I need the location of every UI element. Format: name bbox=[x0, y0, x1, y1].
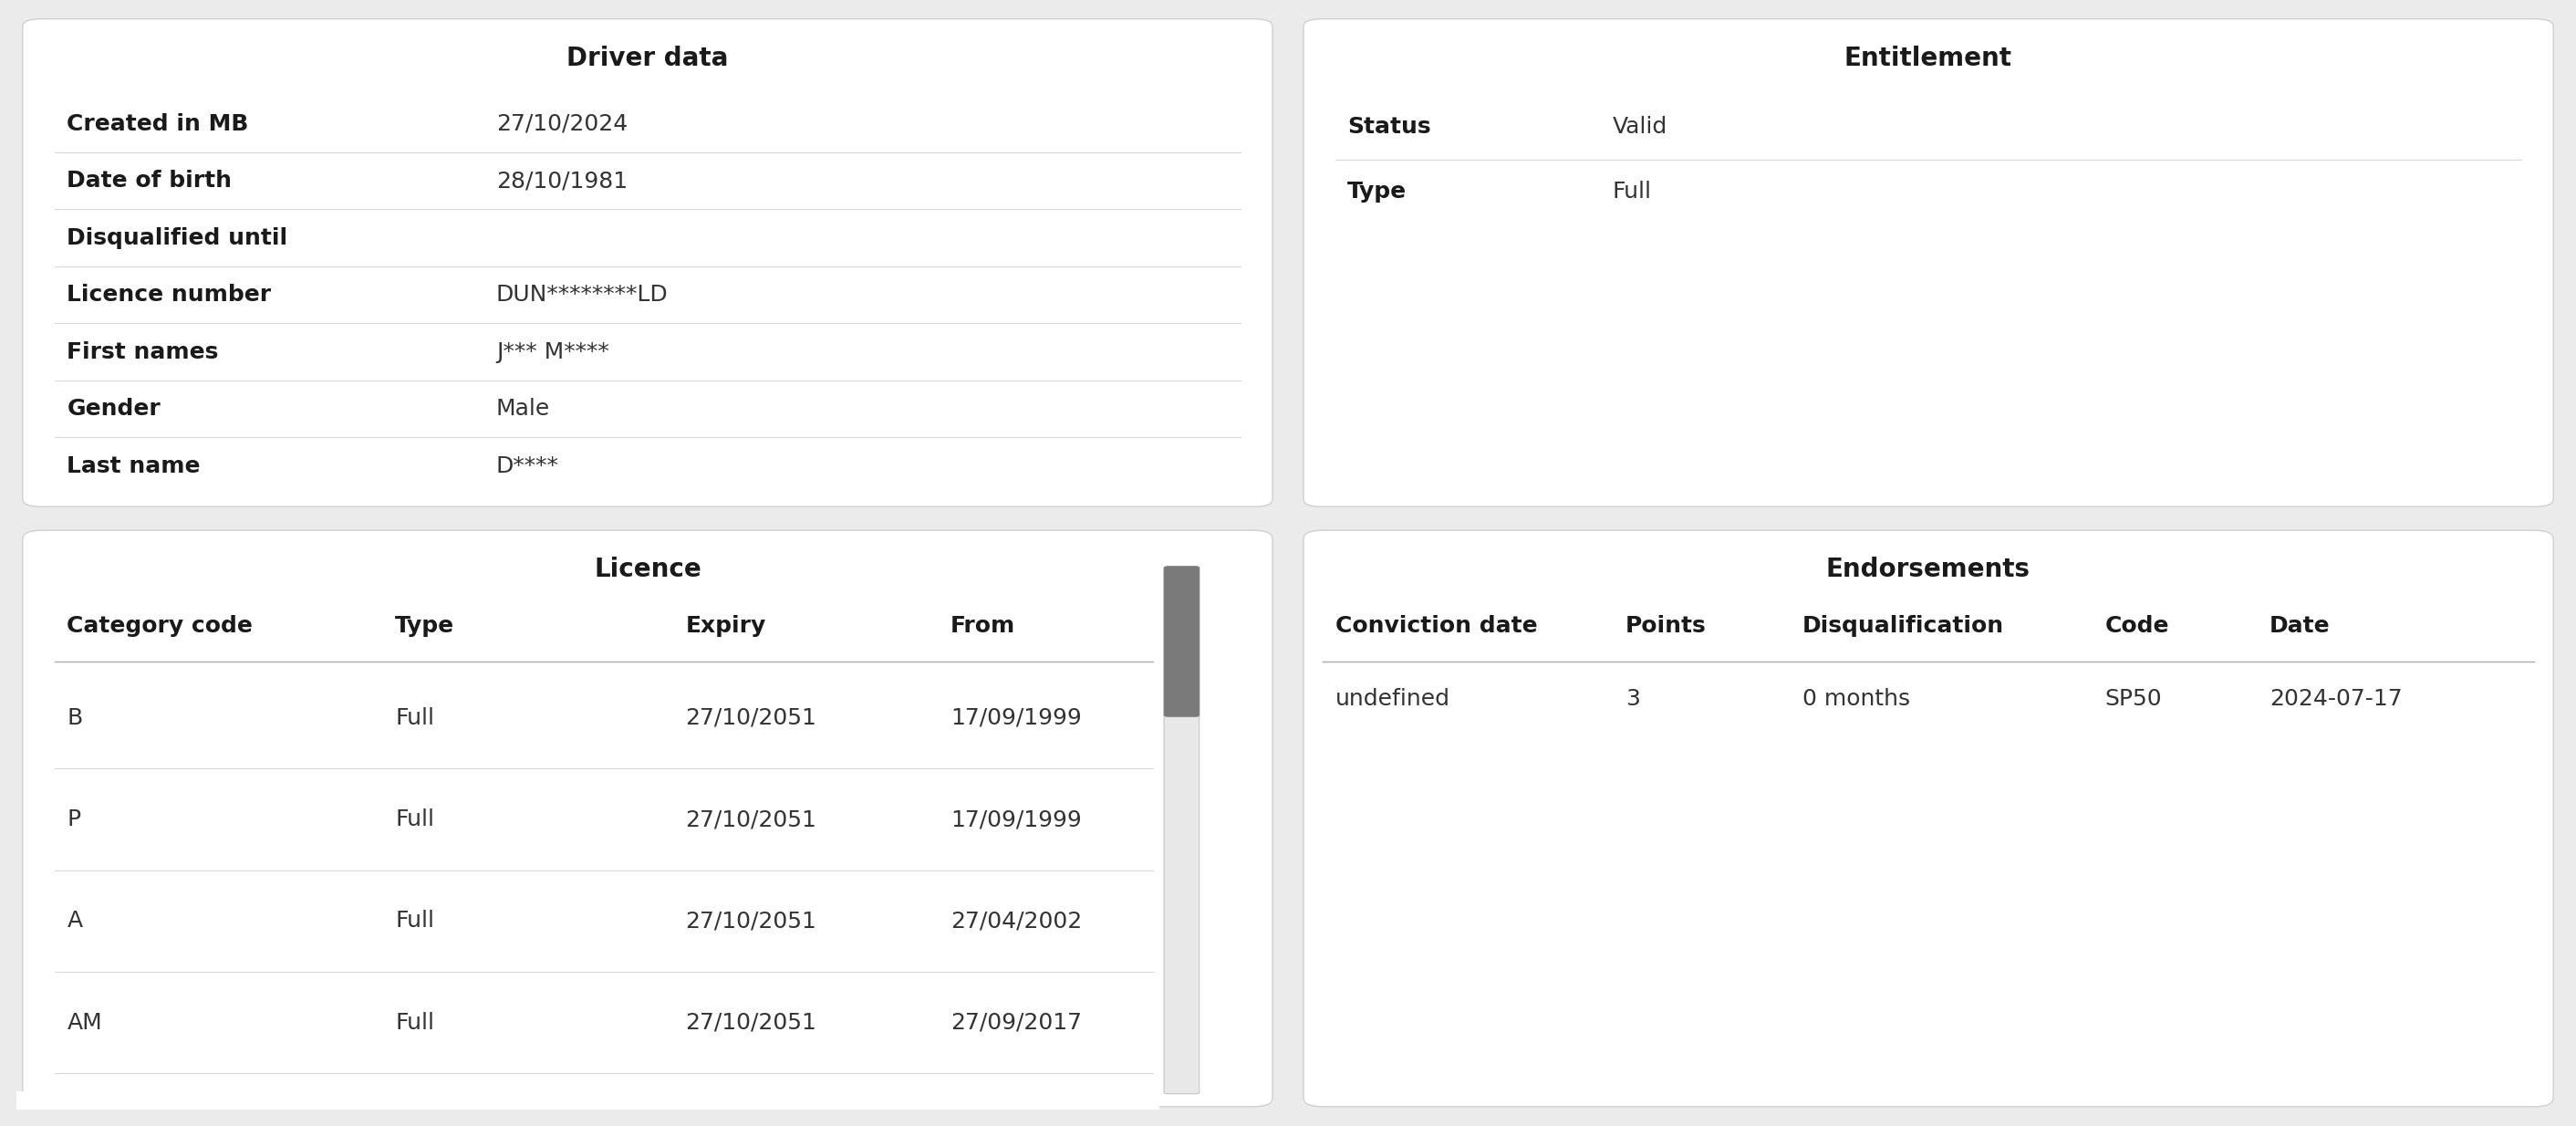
Text: SP50: SP50 bbox=[2105, 688, 2161, 711]
Text: 27/10/2051: 27/10/2051 bbox=[685, 808, 817, 830]
Text: D****: D**** bbox=[497, 455, 559, 476]
Text: Entitlement: Entitlement bbox=[1844, 46, 2012, 72]
Text: undefined: undefined bbox=[1334, 688, 1450, 711]
Text: Gender: Gender bbox=[67, 397, 160, 420]
Text: A: A bbox=[67, 910, 82, 932]
Text: Valid: Valid bbox=[1613, 116, 1667, 138]
Text: 27/10/2051: 27/10/2051 bbox=[685, 1011, 817, 1034]
FancyBboxPatch shape bbox=[1303, 19, 2553, 507]
Text: 2024-07-17: 2024-07-17 bbox=[2269, 688, 2401, 711]
Text: Disqualification: Disqualification bbox=[1803, 616, 2004, 637]
Text: Full: Full bbox=[1613, 180, 1651, 203]
Text: Licence: Licence bbox=[595, 556, 701, 582]
Text: DUN********LD: DUN********LD bbox=[497, 284, 667, 306]
Text: Last name: Last name bbox=[67, 455, 201, 476]
Text: Driver data: Driver data bbox=[567, 46, 729, 72]
Text: Disqualified until: Disqualified until bbox=[67, 226, 289, 249]
Text: Full: Full bbox=[394, 910, 435, 932]
Text: 17/09/1999: 17/09/1999 bbox=[951, 707, 1082, 729]
Text: Full: Full bbox=[394, 1011, 435, 1034]
Text: P: P bbox=[67, 808, 80, 830]
Text: B: B bbox=[67, 707, 82, 729]
Text: Status: Status bbox=[1347, 116, 1432, 138]
Text: Licence number: Licence number bbox=[67, 284, 270, 306]
FancyBboxPatch shape bbox=[1164, 566, 1200, 1093]
Text: Date: Date bbox=[2269, 616, 2329, 637]
Text: Conviction date: Conviction date bbox=[1334, 616, 1538, 637]
Text: Male: Male bbox=[497, 397, 551, 420]
Text: C: C bbox=[67, 1114, 82, 1126]
Text: J*** M****: J*** M**** bbox=[497, 341, 608, 363]
Text: From: From bbox=[951, 616, 1015, 637]
Text: 3: 3 bbox=[1625, 688, 1641, 711]
Text: Category code: Category code bbox=[67, 616, 252, 637]
Text: Created in MB: Created in MB bbox=[67, 113, 250, 135]
Text: Full: Full bbox=[394, 1114, 435, 1126]
FancyBboxPatch shape bbox=[1164, 566, 1200, 716]
FancyBboxPatch shape bbox=[1303, 530, 2553, 1107]
Text: Full: Full bbox=[394, 707, 435, 729]
Text: Expiry: Expiry bbox=[685, 616, 765, 637]
Text: 27/10/2051: 27/10/2051 bbox=[685, 1114, 817, 1126]
Text: 0 months: 0 months bbox=[1803, 688, 1909, 711]
Text: 28/10/1981: 28/10/1981 bbox=[497, 170, 629, 191]
Text: 27/09/2017: 27/09/2017 bbox=[951, 1011, 1082, 1034]
Text: 27/10/2051: 27/10/2051 bbox=[685, 910, 817, 932]
Text: Code: Code bbox=[2105, 616, 2169, 637]
Text: 27/09/2017: 27/09/2017 bbox=[951, 1114, 1082, 1126]
Text: Date of birth: Date of birth bbox=[67, 170, 232, 191]
Bar bbox=[15, 1091, 1159, 1109]
Text: Full: Full bbox=[394, 808, 435, 830]
FancyBboxPatch shape bbox=[23, 19, 1273, 507]
Text: Type: Type bbox=[394, 616, 453, 637]
Text: 27/04/2002: 27/04/2002 bbox=[951, 910, 1082, 932]
FancyBboxPatch shape bbox=[23, 530, 1273, 1107]
Text: Type: Type bbox=[1347, 180, 1406, 203]
Text: First names: First names bbox=[67, 341, 219, 363]
Text: AM: AM bbox=[67, 1011, 103, 1034]
Text: 27/10/2024: 27/10/2024 bbox=[497, 113, 629, 135]
Text: 27/10/2051: 27/10/2051 bbox=[685, 707, 817, 729]
Text: 17/09/1999: 17/09/1999 bbox=[951, 808, 1082, 830]
Text: Points: Points bbox=[1625, 616, 1705, 637]
Text: Endorsements: Endorsements bbox=[1826, 556, 2030, 582]
